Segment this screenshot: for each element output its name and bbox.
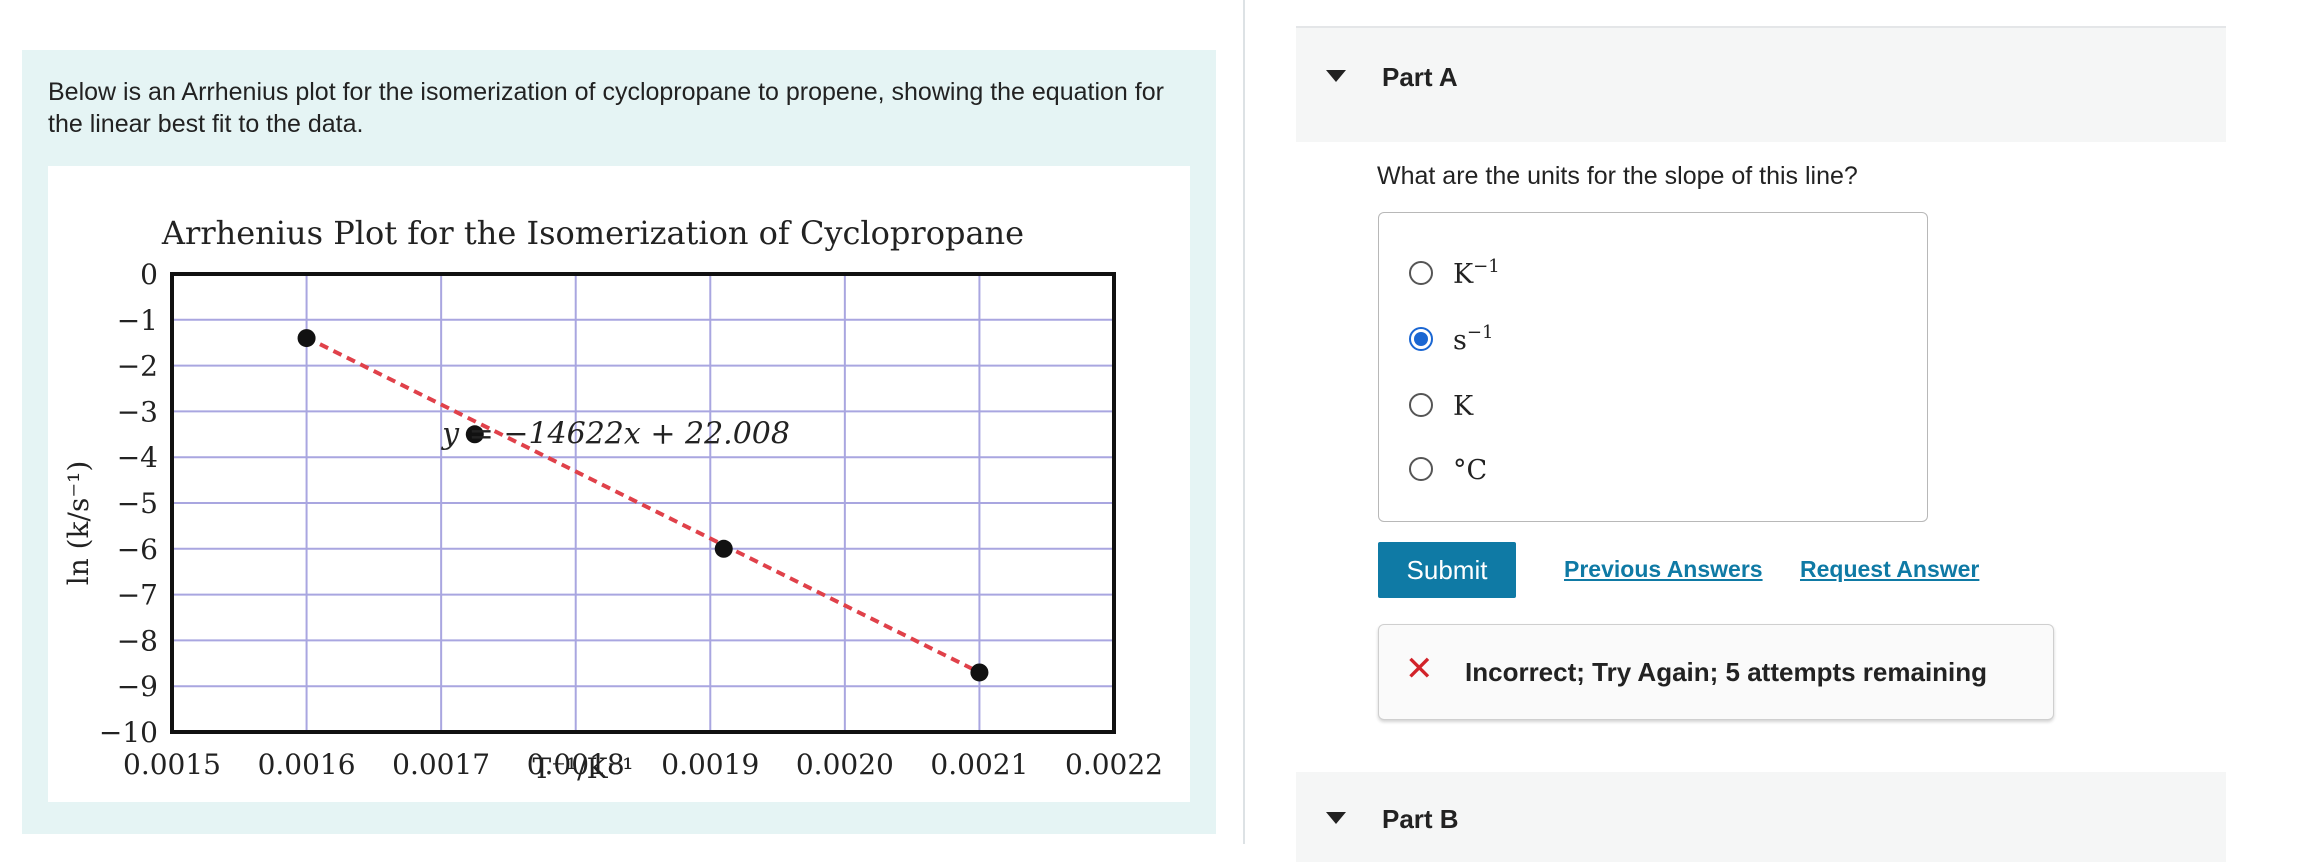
option-s-inverse[interactable]: s−1	[1409, 319, 1493, 359]
chart-title: Arrhenius Plot for the Isomerization of …	[161, 214, 1024, 252]
part-b-title: Part B	[1382, 804, 1459, 834]
request-answer-link[interactable]: Request Answer	[1800, 556, 1980, 582]
answer-options: K−1 s−1 K °C	[1378, 212, 1928, 522]
question-text: What are the units for the slope of this…	[1377, 162, 1858, 190]
plot-frame	[170, 272, 1116, 734]
x-tick-label: 0.0021	[930, 748, 1028, 781]
part-a-header[interactable]: Part A	[1296, 26, 2226, 142]
y-tick-label: −4	[117, 441, 158, 474]
x-tick-label: 0.0016	[258, 748, 356, 781]
y-tick-label: −5	[117, 487, 158, 520]
y-tick-label: −10	[99, 716, 158, 749]
option-label: K−1	[1453, 256, 1500, 290]
y-tick-label: −8	[117, 624, 158, 657]
problem-panel: Below is an Arrhenius plot for the isome…	[22, 50, 1216, 834]
option-label: s−1	[1453, 322, 1494, 356]
previous-answers-link[interactable]: Previous Answers	[1564, 556, 1763, 582]
x-tick-label: 0.0020	[796, 748, 894, 781]
data-point	[714, 539, 733, 558]
x-tick-label: 0.0019	[661, 748, 759, 781]
option-label: K	[1453, 391, 1474, 422]
x-icon: ✕	[1405, 650, 1434, 688]
x-tick-label: 0.0017	[392, 748, 490, 781]
y-tick-label: −7	[117, 579, 158, 612]
fit-equation: y = −14622x + 22.008	[440, 416, 790, 451]
y-tick-label: −1	[117, 304, 158, 337]
x-axis-label: T⁻¹/K⁻¹	[532, 752, 633, 785]
caret-down-icon[interactable]	[1326, 70, 1346, 82]
data-point	[970, 663, 989, 682]
radio-button-selected[interactable]	[1409, 327, 1433, 351]
feedback-text: Incorrect; Try Again; 5 attempts remaini…	[1465, 657, 1988, 687]
radio-button[interactable]	[1409, 393, 1433, 417]
fit-line	[305, 335, 981, 675]
option-label: °C	[1453, 455, 1488, 486]
part-b-header[interactable]: Part B	[1296, 772, 2226, 862]
option-celsius[interactable]: °C	[1409, 449, 1487, 489]
chart-svg: Arrhenius Plot for the Isomerization of …	[62, 214, 1163, 785]
y-tick-label: −3	[117, 395, 158, 428]
x-tick-label: 0.0015	[123, 748, 221, 781]
y-tick-label: −6	[117, 533, 158, 566]
y-axis-label: ln (k/s⁻¹)	[62, 461, 95, 586]
y-tick-label: 0	[140, 258, 158, 291]
y-tick-label: −9	[117, 670, 158, 703]
option-k-inverse[interactable]: K−1	[1409, 253, 1500, 293]
data-point	[297, 329, 316, 348]
intro-text: Below is an Arrhenius plot for the isome…	[48, 78, 1164, 138]
column-divider	[1243, 0, 1245, 844]
x-tick-label: 0.0022	[1065, 748, 1163, 781]
y-tick-label: −2	[117, 350, 158, 383]
part-a-title: Part A	[1382, 62, 1458, 92]
x-tick-label: 0.0018	[527, 748, 625, 781]
feedback-box: ✕ Incorrect; Try Again; 5 attempts remai…	[1378, 624, 2054, 720]
submit-button[interactable]: Submit	[1378, 542, 1516, 598]
radio-button[interactable]	[1409, 261, 1433, 285]
option-kelvin[interactable]: K	[1409, 385, 1473, 425]
radio-button[interactable]	[1409, 457, 1433, 481]
data-point	[465, 425, 484, 444]
caret-down-icon[interactable]	[1326, 812, 1346, 824]
arrhenius-chart: Arrhenius Plot for the Isomerization of …	[48, 166, 1190, 802]
